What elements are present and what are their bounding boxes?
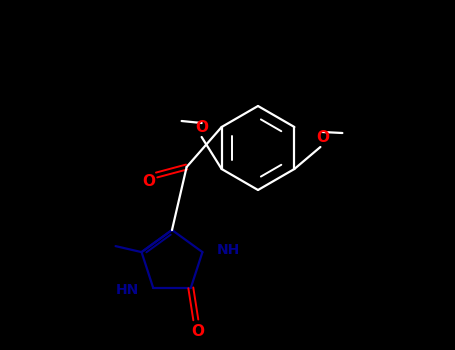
Text: NH: NH (217, 243, 240, 257)
Text: O: O (195, 120, 208, 135)
Text: O: O (191, 324, 204, 339)
Text: O: O (316, 130, 329, 145)
Text: O: O (142, 174, 155, 189)
Text: HN: HN (116, 283, 139, 297)
